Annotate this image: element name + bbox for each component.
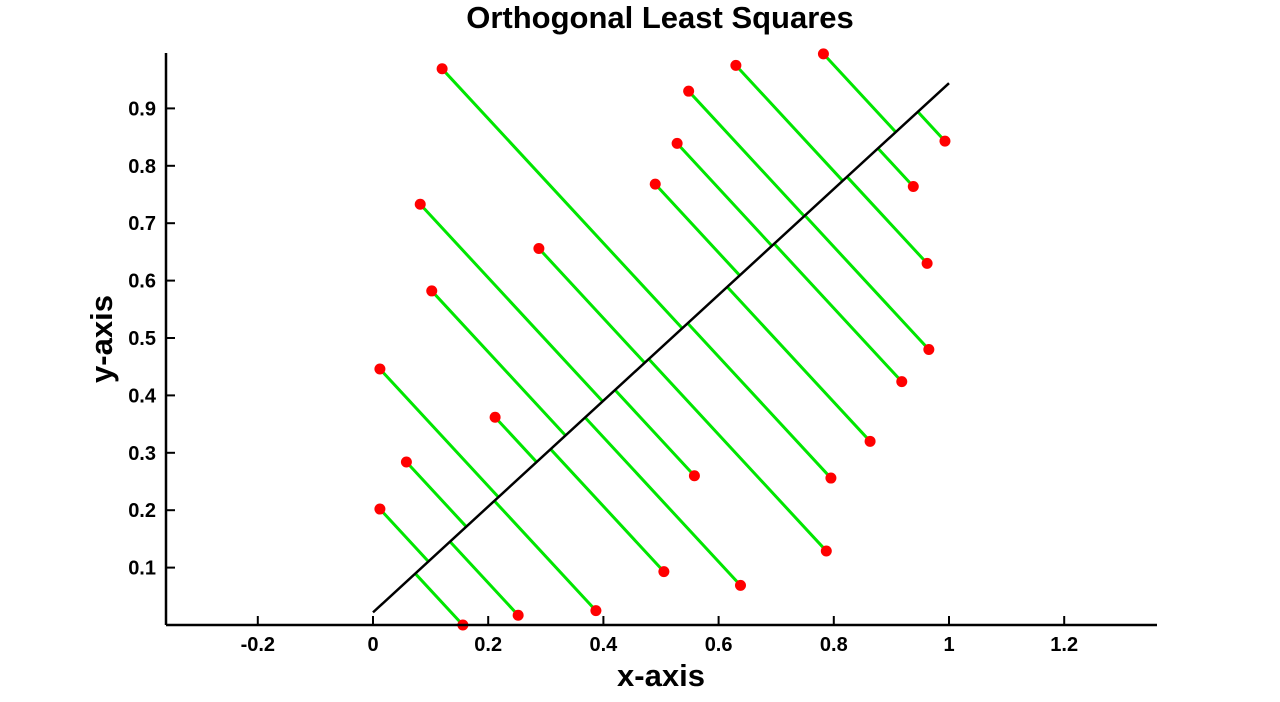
data-point [512,609,524,621]
x-tick-label: 1.2 [1050,634,1078,656]
data-point [590,605,602,617]
residual-line [419,203,604,403]
residual-line [493,499,598,612]
chart-title: Orthogonal Least Squares [466,0,854,35]
residual-line [876,147,915,188]
residual-line [549,448,665,573]
y-tick-label: 0.5 [128,328,156,350]
data-points [374,48,951,631]
residual-line [430,289,567,437]
fit-line-group [372,82,950,614]
x-tick-label: 0.2 [474,634,502,656]
data-point [649,178,661,190]
residual-line [613,388,696,477]
residual-line [441,67,684,330]
data-point [426,285,438,297]
y-tick-label: 0.8 [128,156,156,178]
data-point [939,135,951,147]
residual-line [584,416,742,587]
data-point [907,180,919,192]
data-point [658,566,670,578]
residual-line [686,322,833,480]
residual-line [687,90,806,218]
data-point [489,411,501,423]
data-point [374,503,386,515]
x-tick-label: 0.4 [589,634,618,656]
x-axis-label: x-axis [617,658,705,693]
y-tick-label: 0.7 [128,213,156,235]
x-ticks: -0.2 0 0.2 0.4 0.6 0.8 1 1.2 [241,616,1078,656]
residual-line [378,367,500,499]
data-point [414,198,426,210]
residual-line [803,214,930,351]
y-tick-label: 0.1 [128,558,156,580]
residual-line [494,416,538,464]
residual-lines [378,52,947,627]
data-point [817,48,829,60]
residual-line [822,52,897,134]
data-point [688,470,700,482]
residual-line [537,247,646,364]
data-point [923,343,935,355]
x-tick-label: 0 [367,634,378,656]
data-point [734,579,746,591]
data-point [400,456,412,468]
data-point [436,63,448,75]
residual-line [647,358,828,552]
residual-line [654,183,741,277]
x-tick-label: 0.6 [705,634,733,656]
axes [164,53,1157,627]
data-point [820,545,832,557]
residual-line [414,572,464,627]
residual-line [916,110,947,143]
data-point [825,472,837,484]
residual-line [726,285,872,443]
data-point [533,242,545,254]
x-tick-label: 0.8 [820,634,848,656]
y-tick-label: 0.3 [128,443,156,465]
data-point [671,137,683,149]
data-point [896,376,908,388]
y-ticks: 0.1 0.2 0.3 0.4 0.5 0.6 0.7 0.8 0.9 [128,98,175,580]
residual-line [378,508,430,563]
data-point [683,85,695,97]
x-tick-label: 1 [943,634,954,656]
y-tick-label: 0.6 [128,271,156,293]
fit-line [372,82,950,614]
residual-line [676,142,774,247]
y-tick-label: 0.4 [128,385,157,407]
residual-line [405,460,468,528]
data-point [864,435,876,447]
y-tick-label: 0.9 [128,98,156,120]
residual-line [845,175,929,265]
data-point [730,59,742,71]
residual-line [734,64,844,182]
residual-line [448,540,520,617]
data-point [374,363,386,375]
x-tick-label: -0.2 [241,634,275,656]
data-point [921,257,933,269]
y-axis-label: y-axis [84,295,119,383]
residual-line [773,242,903,383]
y-tick-label: 0.2 [128,500,156,522]
